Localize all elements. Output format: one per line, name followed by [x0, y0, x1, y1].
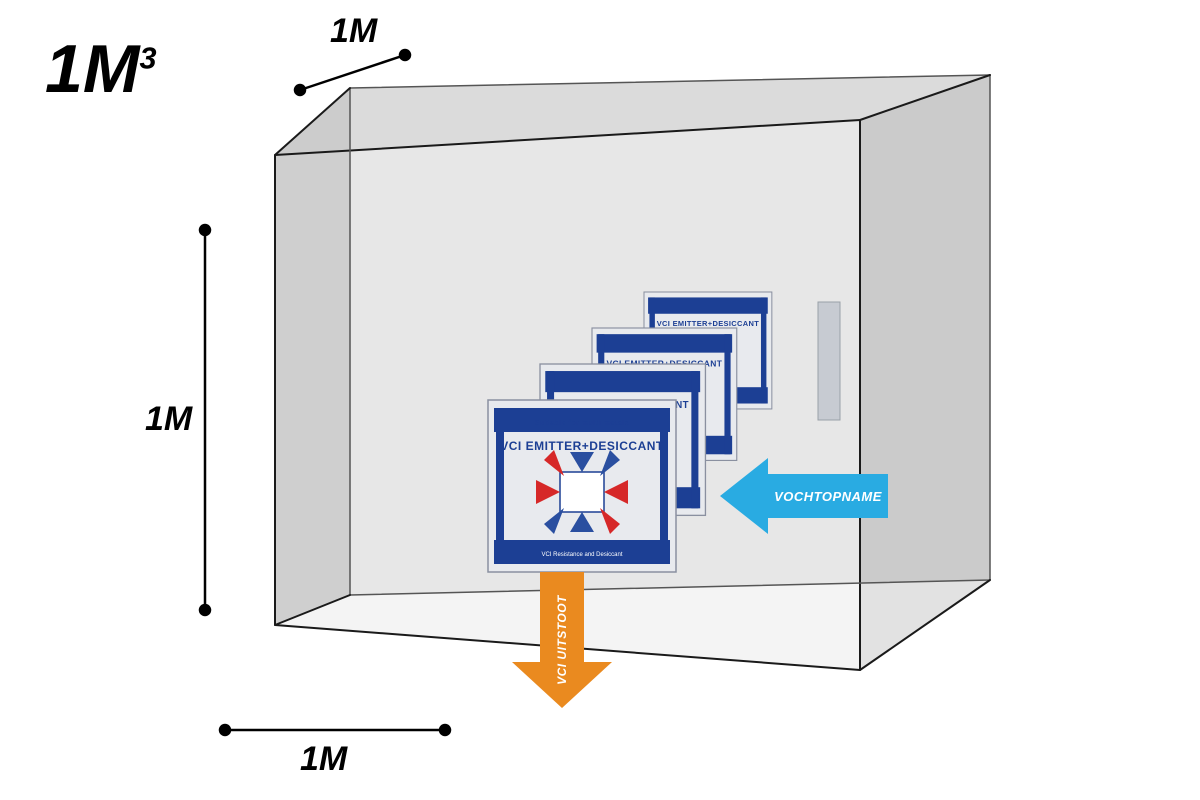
packet-1: Suitable for multi-metals VCI EMITTER+DE… — [488, 400, 676, 572]
packet-label: VCI EMITTER+DESICCANT — [500, 439, 664, 453]
vci-arrow-label: VCI UITSTOOT — [555, 594, 569, 685]
dim-label-bottom: 1M — [300, 740, 347, 779]
packet-label: VCI EMITTER+DESICCANT — [657, 319, 759, 328]
packet-sublabel-top: Suitable for multi-metals — [535, 420, 629, 427]
moisture-arrow-label: VOCHTOPNAME — [774, 489, 882, 504]
hanger-strip — [818, 302, 840, 420]
cube-face-left — [275, 88, 350, 625]
dim-label-top: 1M — [330, 12, 377, 51]
packet-sublabel-bottom: VCI Resistance and Desiccant — [541, 552, 622, 558]
diagram-stage: 1M3 — [0, 0, 1200, 800]
dim-label-left: 1M — [145, 400, 192, 439]
